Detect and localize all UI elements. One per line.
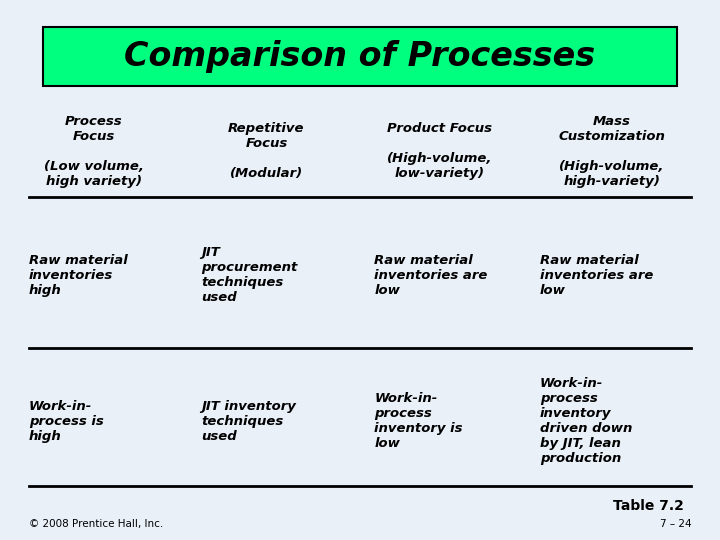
Text: 7 – 24: 7 – 24 [660, 519, 691, 529]
Text: Repetitive
Focus

(Modular): Repetitive Focus (Modular) [228, 122, 305, 180]
Text: JIT
procurement
techniques
used: JIT procurement techniques used [202, 246, 298, 305]
Text: Raw material
inventories
high: Raw material inventories high [29, 254, 127, 297]
Text: Comparison of Processes: Comparison of Processes [125, 40, 595, 73]
Text: Process
Focus

(Low volume,
high variety): Process Focus (Low volume, high variety) [44, 114, 143, 188]
Text: Table 7.2: Table 7.2 [613, 500, 684, 514]
Text: Work-in-
process is
high: Work-in- process is high [29, 400, 104, 443]
Text: Work-in-
process
inventory is
low: Work-in- process inventory is low [374, 392, 463, 450]
Text: Work-in-
process
inventory
driven down
by JIT, lean
production: Work-in- process inventory driven down b… [540, 377, 632, 465]
Text: © 2008 Prentice Hall, Inc.: © 2008 Prentice Hall, Inc. [29, 519, 163, 529]
Text: Raw material
inventories are
low: Raw material inventories are low [540, 254, 653, 297]
Text: JIT inventory
techniques
used: JIT inventory techniques used [202, 400, 297, 443]
FancyBboxPatch shape [43, 27, 677, 86]
Text: Product Focus

(High-volume,
low-variety): Product Focus (High-volume, low-variety) [387, 122, 492, 180]
Text: Mass
Customization

(High-volume,
high-variety): Mass Customization (High-volume, high-va… [559, 114, 665, 188]
Text: Raw material
inventories are
low: Raw material inventories are low [374, 254, 487, 297]
